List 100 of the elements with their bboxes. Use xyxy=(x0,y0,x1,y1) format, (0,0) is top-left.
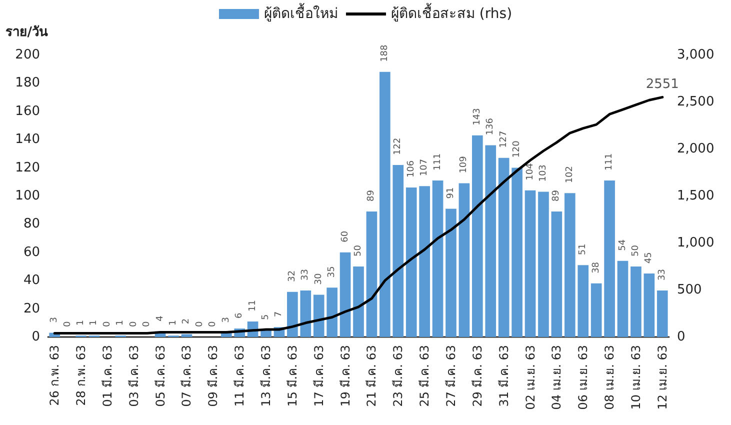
data-label: 7 xyxy=(274,311,284,318)
data-label: 0 xyxy=(142,321,152,327)
bar xyxy=(353,266,364,337)
y-tick-label: 100 xyxy=(15,188,40,204)
y2-tick-label: 500 xyxy=(677,282,702,298)
x-tick-label: 29 มี.ค. 63 xyxy=(470,345,484,407)
data-label: 33 xyxy=(657,269,668,280)
data-label: 102 xyxy=(564,166,575,184)
x-tick-label: 26 ก.พ. 63 xyxy=(48,345,62,406)
data-label: 1 xyxy=(76,320,86,326)
x-tick-label: 09 มี.ค. 63 xyxy=(206,345,220,407)
data-label: 30 xyxy=(314,272,324,285)
bar xyxy=(446,208,456,337)
bar xyxy=(656,290,668,337)
legend-label: ผู้ติดเชื้อใหม่ xyxy=(264,3,338,22)
data-label: 2 xyxy=(182,318,192,324)
x-tick-label: 19 มี.ค. 63 xyxy=(338,345,352,407)
data-label: 60 xyxy=(340,230,350,242)
data-label: 103 xyxy=(538,164,548,182)
data-label: 4 xyxy=(155,315,166,322)
data-label: 111 xyxy=(432,153,443,170)
x-tick-label: 31 มี.ค. 63 xyxy=(496,345,511,407)
y-tick-label: 40 xyxy=(23,273,40,288)
data-label: 1 xyxy=(168,320,179,326)
data-label: 0 xyxy=(128,321,139,327)
data-label: 2551 xyxy=(646,77,679,92)
y2-tick-label: 0 xyxy=(677,330,686,344)
y-tick-label: 180 xyxy=(15,76,40,91)
data-label: 107 xyxy=(420,158,430,176)
y-tick-label: 80 xyxy=(23,216,40,232)
x-tick-label: 07 มี.ค. 63 xyxy=(180,345,194,407)
data-label: 3 xyxy=(50,317,60,323)
x-tick-label: 04 เม.ย. 63 xyxy=(550,345,564,410)
bar xyxy=(287,292,298,337)
bar xyxy=(498,158,510,337)
x-tick-label: 11 มี.ค. 63 xyxy=(232,345,247,407)
x-tick-label: 15 มี.ค. 63 xyxy=(285,345,300,407)
data-label: 54 xyxy=(618,239,628,251)
data-label: 35 xyxy=(327,266,338,278)
data-label: 89 xyxy=(366,190,377,202)
data-label: 0 xyxy=(102,321,112,327)
x-tick-label: 13 มี.ค. 63 xyxy=(259,345,274,407)
data-label: 127 xyxy=(498,130,509,148)
bar xyxy=(485,145,496,337)
x-tick-label: 17 มี.ค. 63 xyxy=(312,345,326,407)
data-label: 89 xyxy=(552,190,562,202)
bar xyxy=(617,260,628,337)
data-label: 50 xyxy=(630,244,641,256)
x-tick-label: 08 เม.ย. 63 xyxy=(602,345,617,410)
data-label: 109 xyxy=(459,156,470,174)
x-tick-label: 05 มี.ค. 63 xyxy=(153,345,168,407)
legend-label: ผู้ติดเชื้อสะสม (rhs) xyxy=(390,3,512,22)
data-label: 33 xyxy=(300,269,311,280)
bar xyxy=(380,72,390,337)
data-label: 143 xyxy=(472,108,482,126)
y2-tick-label: 2,000 xyxy=(677,142,714,156)
data-label: 91 xyxy=(446,187,456,199)
bar xyxy=(551,212,562,337)
x-tick-label: 25 มี.ค. 63 xyxy=(418,345,432,407)
data-label: 5 xyxy=(261,314,272,320)
bar xyxy=(604,180,615,337)
x-tick-label: 02 เม.ย. 63 xyxy=(523,345,538,410)
bar xyxy=(181,334,192,337)
data-label: 106 xyxy=(406,160,416,178)
bar xyxy=(578,265,589,337)
data-label: 0 xyxy=(194,321,205,327)
data-label: 111 xyxy=(604,153,615,170)
x-tick-label: 10 เม.ย. 63 xyxy=(628,345,643,410)
y-tick-label: 140 xyxy=(15,132,40,148)
data-label: 45 xyxy=(644,252,654,264)
x-tick-label: 23 มี.ค. 63 xyxy=(391,345,406,407)
data-label: 104 xyxy=(525,162,536,180)
bar xyxy=(326,288,338,337)
y-axis-title: ราย/วัน xyxy=(5,25,48,40)
y-tick-label: 20 xyxy=(23,301,40,316)
y2-tick-label: 1,000 xyxy=(677,236,714,250)
bar xyxy=(260,330,272,337)
bar xyxy=(630,266,642,337)
x-tick-label: 28 ก.พ. 63 xyxy=(74,345,88,406)
y-tick-label: 160 xyxy=(15,104,40,119)
bar xyxy=(644,274,655,337)
data-label: 11 xyxy=(248,300,258,312)
bar xyxy=(538,192,549,337)
data-label: 122 xyxy=(393,138,404,155)
bar xyxy=(313,294,324,337)
data-label: 188 xyxy=(380,44,390,62)
data-label: 120 xyxy=(512,140,522,158)
bar xyxy=(340,252,351,337)
x-tick-label: 27 มี.ค. 63 xyxy=(444,345,458,407)
data-label: 50 xyxy=(354,244,364,256)
bar xyxy=(590,283,602,337)
bar xyxy=(406,188,417,337)
y2-tick-label: 2,500 xyxy=(677,94,714,110)
bar xyxy=(419,186,430,337)
data-label: 1 xyxy=(89,320,100,326)
x-tick-label: 06 เม.ย. 63 xyxy=(576,345,590,410)
bar xyxy=(472,135,483,337)
bar xyxy=(564,193,576,337)
bar xyxy=(392,164,404,337)
y-tick-label: 120 xyxy=(15,160,40,176)
